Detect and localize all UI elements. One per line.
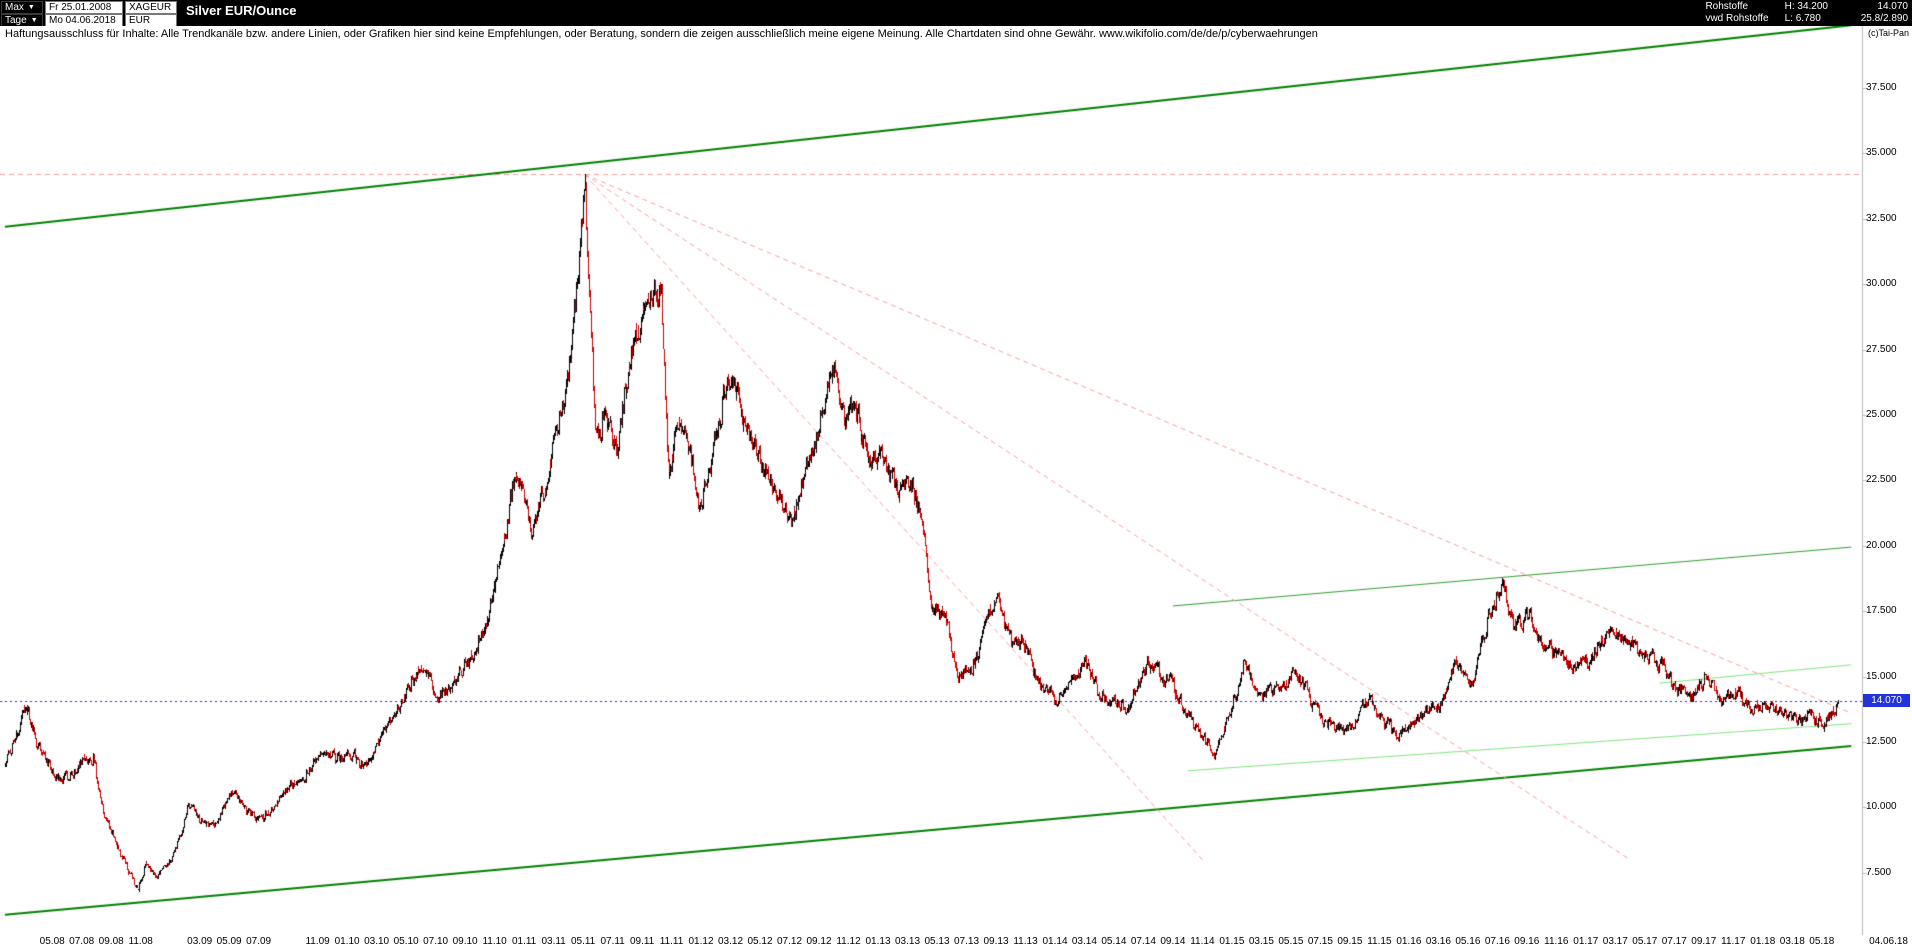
price-axis-label: 15.000	[1866, 670, 1897, 682]
chart-area: Haftungsausschluss für Inhalte: Alle Tre…	[0, 26, 1912, 952]
time-axis-label: 03.11	[541, 936, 566, 947]
price-axis-label: 12.500	[1866, 736, 1897, 747]
chevron-down-icon: ▼	[27, 4, 35, 11]
time-axis-label: 09.12	[806, 936, 832, 947]
time-axis-label: 03.15	[1248, 936, 1274, 947]
period-dropdown-label: Tage	[5, 15, 27, 26]
time-axis-label: 07.08	[69, 936, 95, 947]
time-axis-label: 05.13	[924, 936, 950, 947]
time-axis-label: 03.18	[1779, 936, 1805, 947]
price-axis-label: 25.000	[1866, 409, 1897, 420]
time-axis-label: 03.13	[894, 936, 921, 947]
time-axis-label: 05.16	[1455, 936, 1481, 947]
chevron-down-icon: ▼	[30, 17, 38, 24]
time-axis-label: 07.11	[600, 936, 625, 947]
time-axis-label: 03.17	[1602, 936, 1628, 947]
time-axis-label: 07.17	[1661, 936, 1687, 947]
high-value-label: H: 34.200	[1784, 1, 1828, 12]
copyright-label: (c)Tai-Pan	[1867, 28, 1909, 38]
source-label: vwd Rohstoffe	[1705, 13, 1769, 24]
time-axis-label: 07.13	[953, 936, 980, 947]
price-chart-canvas[interactable]	[0, 26, 1912, 952]
price-axis-label: 10.000	[1866, 801, 1897, 813]
time-axis-label: 03.16	[1425, 936, 1451, 947]
price-axis: 37.500 35.000 32.500 30.000 27.500 25.000 22.5…	[1866, 26, 1912, 952]
symbol-code: XAGEUR	[125, 1, 177, 14]
time-axis-label: 05.09	[216, 936, 242, 947]
toolbar-right: Rohstoffe vwd Rohstoffe H: 34.200 L: 6.7…	[1705, 0, 1912, 26]
time-axis-label: 04.06.18	[1869, 936, 1908, 947]
time-axis-label: 07.09	[246, 936, 272, 947]
time-axis-label: 11.14	[1190, 936, 1215, 947]
time-axis-label: 09.15	[1337, 936, 1363, 947]
time-axis-label: 01.10	[334, 936, 360, 947]
price-axis-label: 30.000	[1866, 278, 1897, 290]
time-axis-label: 01.17	[1573, 936, 1599, 947]
time-axis-label: 11.13	[1013, 936, 1038, 947]
price-axis-label: 37.500	[1866, 82, 1897, 93]
time-axis-label: 05.18	[1809, 936, 1835, 947]
time-axis-label: 09.11	[629, 936, 655, 947]
time-axis-label: 05.08	[39, 936, 65, 947]
price-axis-label: 20.000	[1866, 539, 1897, 551]
page-title: Silver EUR/Ounce	[186, 3, 297, 18]
category-label: Rohstoffe	[1705, 1, 1749, 12]
time-axis-label: 07.15	[1307, 936, 1333, 947]
toolbar-left: Max ▼ Tage ▼ Fr 25.01.2008 Mo 04.06.2018…	[0, 0, 297, 27]
last-price-tag: 14.070	[1863, 693, 1910, 707]
time-axis-label: 05.14	[1101, 936, 1127, 947]
range-dropdown[interactable]: Max ▼	[1, 1, 43, 14]
time-axis-label: 11.15	[1367, 936, 1392, 947]
time-axis-label: 09.10	[452, 936, 478, 947]
time-axis-label: 05.17	[1632, 936, 1658, 947]
time-axis-label: 01.18	[1750, 936, 1776, 947]
price-axis-label: 35.000	[1866, 147, 1897, 159]
time-axis-label: 05.15	[1278, 936, 1304, 947]
time-axis-label: 09.17	[1691, 936, 1717, 947]
time-axis-label: 11.09	[305, 936, 330, 947]
time-axis-label: 05.10	[393, 936, 419, 947]
time-axis-label: 01.11	[511, 936, 537, 947]
time-axis-label: 11.12	[836, 936, 861, 947]
last-price-value: 14.070	[1877, 1, 1908, 12]
time-axis-label: 11.11	[659, 936, 684, 947]
time-axis-label: 05.12	[747, 936, 773, 947]
time-axis-label: 11.17	[1721, 936, 1746, 947]
price-axis-label: 27.500	[1866, 343, 1897, 355]
time-axis-label: 09.08	[98, 936, 124, 947]
price-axis-label: 22.500	[1866, 474, 1897, 486]
time-axis-label: 11.10	[482, 936, 507, 947]
price-axis-label: 32.500	[1866, 212, 1897, 224]
price-axis-label: 7.500	[1866, 866, 1892, 878]
low-value-label: L: 6.780	[1784, 13, 1821, 24]
time-axis-label: 01.13	[865, 936, 891, 947]
range-dropdown-label: Max	[5, 2, 24, 13]
time-axis-label: 11.08	[128, 936, 153, 947]
disclaimer-text: Haftungsausschluss für Inhalte: Alle Tre…	[5, 28, 1318, 40]
time-axis: 05.08 07.08 09.08 11.08 03.09 05.09 07.09 11.09…	[0, 936, 1912, 950]
time-axis-label: 09.14	[1160, 936, 1186, 947]
start-date-field[interactable]: Fr 25.01.2008	[45, 1, 123, 14]
time-axis-label: 01.15	[1219, 936, 1245, 947]
time-axis-label: 07.14	[1130, 936, 1156, 947]
time-axis-label: 05.11	[570, 936, 596, 947]
time-axis-label: 03.14	[1071, 936, 1097, 947]
time-axis-label: 07.12	[776, 936, 803, 947]
time-axis-label: 07.10	[423, 936, 449, 947]
time-axis-label: 03.10	[364, 936, 390, 947]
time-axis-label: 11.16	[1544, 936, 1569, 947]
time-axis-label: 01.12	[688, 936, 714, 947]
change-value: 25.8/2.890	[1860, 13, 1908, 24]
time-axis-label: 07.16	[1484, 936, 1510, 947]
price-axis-label: 17.500	[1866, 605, 1897, 617]
time-axis-label: 03.09	[187, 936, 213, 947]
time-axis-label: 09.13	[983, 936, 1009, 947]
time-axis-label: 01.14	[1042, 936, 1068, 947]
toolbar: Max ▼ Tage ▼ Fr 25.01.2008 Mo 04.06.2018…	[0, 0, 1912, 27]
time-axis-label: 03.12	[717, 936, 744, 947]
time-axis-label: 09.16	[1514, 936, 1540, 947]
time-axis-label: 01.16	[1396, 936, 1422, 947]
